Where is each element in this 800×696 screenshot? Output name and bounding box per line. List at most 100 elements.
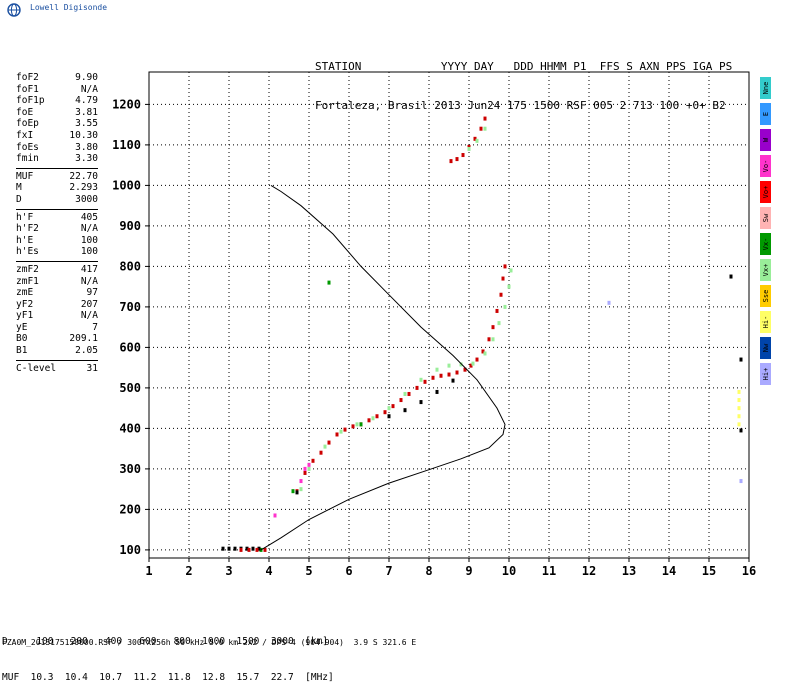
- logo: Lowell Digisonde: [6, 2, 146, 20]
- echo-point: [263, 547, 267, 552]
- echo-point: [473, 136, 477, 141]
- echo-point: [339, 429, 343, 434]
- header-values: Fortaleza, Brasil 2013 Jun24 175 1500 RS…: [315, 99, 726, 112]
- parameter-label: fmin: [16, 153, 39, 165]
- legend: Nne E W Vo- Vo+ Sw Vx- Vx+ Sse Hi- Nw Hi+: [760, 77, 771, 389]
- echo-point: [491, 337, 495, 342]
- parameter-row: yE 7: [16, 322, 98, 334]
- echo-point: [327, 440, 331, 445]
- echo-point: [475, 138, 479, 143]
- parameter-label: zmF1: [16, 275, 39, 287]
- echo-point: [471, 361, 475, 366]
- y-tick-label: 300: [119, 462, 141, 476]
- parameter-value: 97: [86, 287, 98, 299]
- echo-point: [459, 362, 463, 367]
- parameter-label: C-level: [16, 362, 57, 374]
- logo-text: Lowell Digisonde: [30, 3, 108, 12]
- y-tick-label: 200: [119, 502, 141, 516]
- echo-point: [435, 389, 439, 394]
- parameter-row: fxI 10.30: [16, 130, 98, 142]
- parameter-separator: [16, 359, 98, 361]
- ionogram-plot: 1 2 3 4 5 6 7 8 9 10 11 12 13 14 15 1610020030040050060…: [112, 71, 756, 578]
- echo-point: [739, 479, 743, 484]
- echo-point: [419, 400, 423, 405]
- parameter-value: 3000: [75, 193, 98, 205]
- echo-point: [739, 357, 743, 362]
- echo-point: [371, 416, 375, 421]
- x-tick-label: 13: [622, 564, 636, 578]
- legend-label: Vo-: [761, 159, 770, 173]
- parameter-value: 3.80: [75, 141, 98, 153]
- parameter-row: foF1 N/A: [16, 84, 98, 96]
- echo-point: [323, 444, 327, 449]
- echo-point: [491, 325, 495, 330]
- parameter-row: zmE 97: [16, 287, 98, 299]
- echo-point: [467, 144, 471, 149]
- y-tick-label: 800: [119, 259, 141, 273]
- echo-point: [737, 406, 741, 411]
- parameter-label: foF1: [16, 83, 39, 95]
- parameter-value: 3.81: [75, 106, 98, 118]
- echo-point: [245, 546, 249, 551]
- y-tick-label: 600: [119, 340, 141, 354]
- echo-point: [327, 280, 331, 285]
- x-tick-label: 15: [702, 564, 716, 578]
- echo-point: [475, 357, 479, 362]
- legend-item: W: [760, 129, 771, 151]
- legend-label: Sw: [761, 213, 770, 223]
- echo-point: [737, 414, 741, 419]
- echo-point: [495, 308, 499, 313]
- echo-point: [509, 268, 513, 273]
- x-tick-label: 10: [502, 564, 516, 578]
- parameter-row: yF1 N/A: [16, 310, 98, 322]
- x-tick-label: 4: [265, 564, 272, 578]
- parameter-row: B1 2.05: [16, 345, 98, 357]
- echo-point: [299, 479, 303, 484]
- parameter-separator: [16, 208, 98, 210]
- muf-table: D 100 200 400 600 800 1000 1500 3000 [km…: [2, 612, 334, 696]
- echo-point: [503, 304, 507, 309]
- echo-point: [483, 116, 487, 121]
- parameter-label: MUF: [16, 170, 34, 182]
- echo-point: [737, 398, 741, 403]
- echo-point: [303, 470, 307, 475]
- parameter-value: 4.79: [75, 95, 98, 107]
- echo-point: [501, 276, 505, 281]
- echo-point: [233, 546, 237, 551]
- parameter-value: 22.70: [69, 170, 98, 182]
- echo-point: [499, 292, 503, 297]
- legend-item: Vx+: [760, 259, 771, 281]
- echo-point: [447, 372, 451, 377]
- parameter-label: fxI: [16, 129, 34, 141]
- echo-point: [737, 422, 741, 427]
- parameter-row: D 3000: [16, 194, 98, 206]
- legend-item: Nne: [760, 77, 771, 99]
- parameter-row: yF2 207: [16, 299, 98, 311]
- echo-point: [221, 546, 225, 551]
- echo-point: [391, 404, 395, 409]
- echo-point: [451, 378, 455, 383]
- echo-point: [335, 432, 339, 437]
- parameter-row: C-level 31: [16, 363, 98, 375]
- echo-point: [503, 264, 507, 269]
- echo-point: [343, 427, 347, 432]
- parameter-label: h'Es: [16, 246, 39, 258]
- echo-point: [447, 363, 451, 368]
- echo-point: [487, 337, 491, 342]
- parameter-value: 100: [80, 234, 98, 246]
- echo-point: [383, 410, 387, 415]
- y-tick-label: 900: [119, 219, 141, 233]
- x-tick-label: 14: [662, 564, 676, 578]
- parameter-value: 10.30: [69, 129, 98, 141]
- echo-point: [463, 367, 467, 372]
- legend-item: Nw: [760, 337, 771, 359]
- parameter-label: M: [16, 182, 22, 194]
- echo-point: [497, 321, 501, 326]
- parameter-label: h'F2: [16, 223, 39, 235]
- parameter-row: foF1p 4.79: [16, 95, 98, 107]
- echo-point: [403, 408, 407, 413]
- parameter-row: h'F 405: [16, 212, 98, 224]
- legend-label: Nw: [761, 343, 770, 353]
- echo-point: [481, 349, 485, 354]
- x-tick-label: 7: [385, 564, 392, 578]
